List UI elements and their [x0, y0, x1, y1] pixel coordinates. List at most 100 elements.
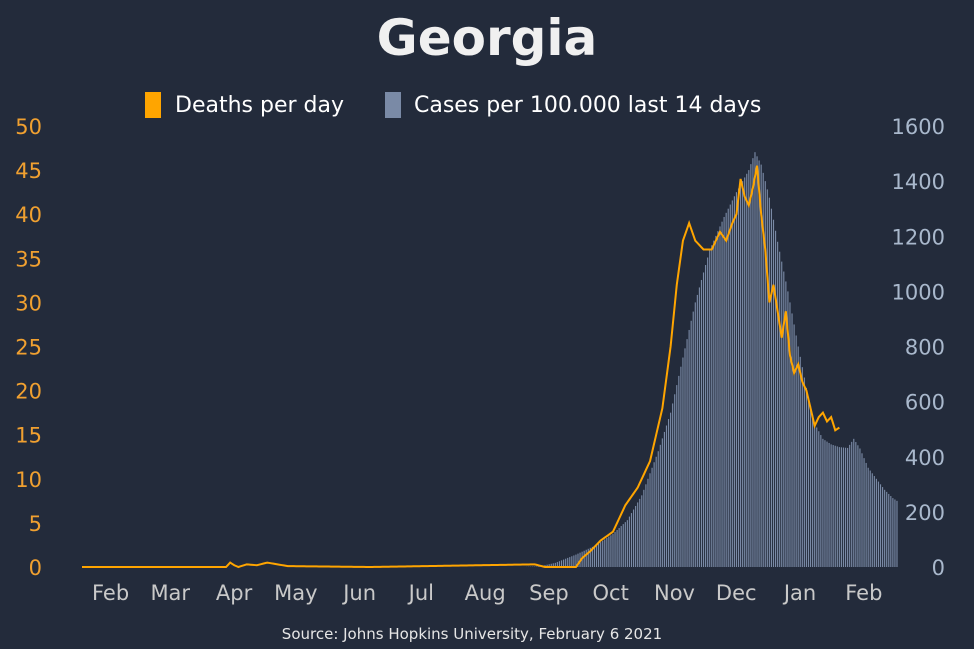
cases-bar	[832, 445, 834, 567]
cases-bar	[612, 533, 614, 567]
cases-bar	[711, 245, 713, 567]
cases-bar	[709, 250, 711, 567]
cases-bar	[587, 548, 589, 567]
y-left-tick-label: 5	[29, 512, 42, 536]
cases-bar	[538, 566, 540, 567]
cases-bar	[812, 414, 814, 567]
cases-bar	[686, 339, 688, 567]
cases-bar	[787, 291, 789, 568]
cases-bar	[717, 231, 719, 567]
cases-bar	[546, 564, 548, 567]
cases-bar	[696, 294, 698, 567]
y-left-tick-label: 10	[15, 468, 42, 492]
cases-bar	[610, 535, 612, 567]
cases-bar	[735, 192, 738, 567]
cases-bar	[598, 543, 600, 567]
cases-bar	[861, 453, 863, 567]
cases-bar	[816, 427, 818, 567]
legend-deaths-swatch	[145, 92, 161, 118]
y-left-tick-label: 35	[15, 247, 42, 271]
x-tick-label: Apr	[216, 581, 253, 605]
cases-bar	[766, 189, 768, 567]
cases-bar	[694, 302, 696, 567]
cases-bar	[684, 348, 686, 567]
y-right-tick-label: 1600	[892, 115, 945, 139]
cases-bar	[742, 181, 744, 568]
cases-bar	[894, 499, 896, 567]
x-axis: Feb Mar Apr May Jun Jul Aug Sep Oct Nov Dec Jan Feb	[92, 581, 882, 605]
cases-bar	[822, 438, 824, 567]
cases-bar	[688, 329, 690, 567]
cases-bar	[867, 467, 869, 567]
cases-bar	[855, 442, 857, 567]
x-tick-label: Aug	[465, 581, 506, 605]
y-axis-right: 0 200 400 600 800 1000 1200 1400 1600	[892, 115, 945, 580]
cases-bar	[818, 431, 820, 567]
x-tick-label: Jul	[407, 581, 434, 605]
cases-bar	[896, 500, 898, 567]
cases-bar	[616, 529, 618, 567]
cases-bar	[624, 522, 626, 567]
cases-bar	[567, 557, 569, 567]
cases-bar	[661, 438, 663, 568]
cases-bar	[875, 478, 877, 567]
cases-bar	[844, 447, 847, 567]
cases-bar	[849, 444, 851, 567]
x-tick-label: Feb	[845, 581, 882, 605]
cases-bar	[680, 366, 682, 567]
legend-cases-swatch	[385, 92, 401, 118]
cases-bars	[525, 152, 898, 568]
legend: Deaths per day Cases per 100.000 last 14…	[145, 92, 761, 118]
cases-bar	[698, 287, 700, 567]
cases-bar	[637, 502, 639, 567]
cases-bar	[700, 279, 703, 567]
cases-bar	[643, 489, 645, 567]
cases-bar	[799, 356, 801, 567]
cases-bar	[775, 230, 777, 568]
cases-bar	[758, 160, 760, 567]
cases-bar	[651, 467, 653, 567]
cases-bar	[554, 562, 556, 567]
cases-bar	[707, 257, 709, 567]
deaths-line	[82, 165, 840, 569]
cases-bar	[797, 346, 799, 567]
cases-bar	[733, 196, 735, 567]
cases-bar	[851, 441, 853, 567]
cases-bar	[667, 419, 670, 567]
cases-bar	[884, 489, 886, 567]
cases-bar	[768, 197, 770, 567]
cases-bar	[760, 164, 762, 567]
x-tick-label: Jan	[782, 581, 816, 605]
x-tick-label: Oct	[593, 581, 629, 605]
cases-bar	[886, 491, 888, 567]
source-note: Source: Johns Hopkins University, Februa…	[282, 625, 662, 643]
cases-bar	[659, 444, 661, 567]
cases-bar	[591, 546, 593, 567]
cases-bar	[569, 557, 571, 567]
cases-bar	[560, 560, 563, 567]
cases-bar	[820, 435, 822, 567]
cases-bar	[840, 447, 842, 567]
x-tick-label: May	[274, 581, 317, 605]
y-right-tick-label: 1200	[892, 225, 945, 249]
cases-bar	[715, 235, 717, 568]
cases-bar	[809, 405, 812, 567]
x-tick-label: Feb	[92, 581, 129, 605]
cases-bar	[725, 212, 727, 567]
cases-bar	[783, 271, 785, 567]
cases-bar	[719, 226, 721, 567]
cases-bar	[888, 493, 890, 567]
cases-bar	[838, 447, 840, 567]
cases-bar	[630, 513, 633, 567]
chart-title: Georgia	[377, 9, 598, 67]
cases-bar	[781, 261, 783, 567]
cases-bar	[764, 181, 766, 568]
x-tick-label: Jun	[341, 581, 376, 605]
cases-bar	[670, 412, 672, 567]
cases-bar	[853, 438, 855, 567]
cases-bar	[746, 173, 748, 567]
y-left-tick-label: 15	[15, 424, 42, 448]
y-right-tick-label: 600	[905, 391, 945, 415]
cases-bar	[770, 208, 773, 567]
